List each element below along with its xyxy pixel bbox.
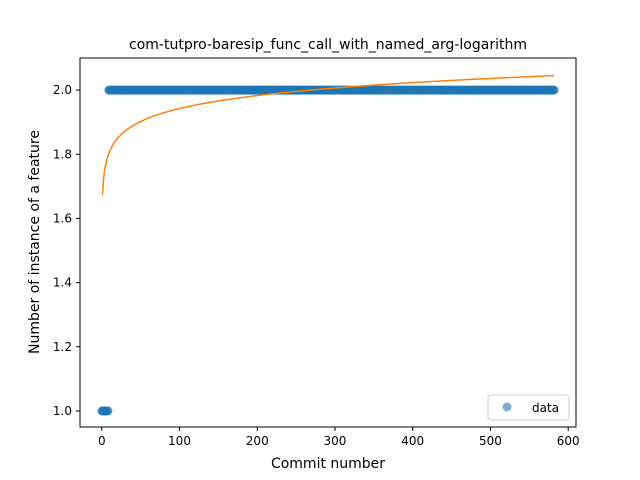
y-axis: 1.0 1.2 1.4 1.6 1.8 2.0 (53, 83, 80, 418)
legend-label-data: data (532, 401, 559, 415)
y-tick-label: 1.6 (53, 211, 72, 225)
legend-marker-data (502, 402, 512, 412)
data-point (103, 406, 113, 416)
y-tick-label: 1.2 (53, 340, 72, 354)
x-tick-label: 500 (479, 434, 502, 448)
x-tick-label: 300 (324, 434, 347, 448)
x-tick-label: 100 (168, 434, 191, 448)
x-tick-label: 0 (98, 434, 106, 448)
y-tick-label: 1.8 (53, 147, 72, 161)
legend-box (487, 394, 570, 421)
x-axis: 0 100 200 300 400 500 600 (98, 427, 580, 448)
x-tick-label: 200 (246, 434, 269, 448)
x-axis-label: Commit number (271, 456, 385, 472)
legend: data (487, 394, 570, 421)
y-axis-label: Number of instance of a feature (27, 130, 43, 354)
data-point (549, 85, 559, 95)
y-tick-label: 1.0 (53, 404, 72, 418)
chart-title: com-tutpro-baresip_func_call_with_named_… (129, 37, 527, 53)
fit-line (101, 74, 555, 195)
y-tick-label: 1.4 (53, 276, 72, 290)
y-tick-label: 2.0 (53, 83, 72, 97)
x-tick-label: 600 (557, 434, 580, 448)
data-points (97, 85, 559, 416)
x-tick-label: 400 (401, 434, 424, 448)
plot-area (79, 57, 577, 428)
axes-frame (79, 57, 577, 428)
